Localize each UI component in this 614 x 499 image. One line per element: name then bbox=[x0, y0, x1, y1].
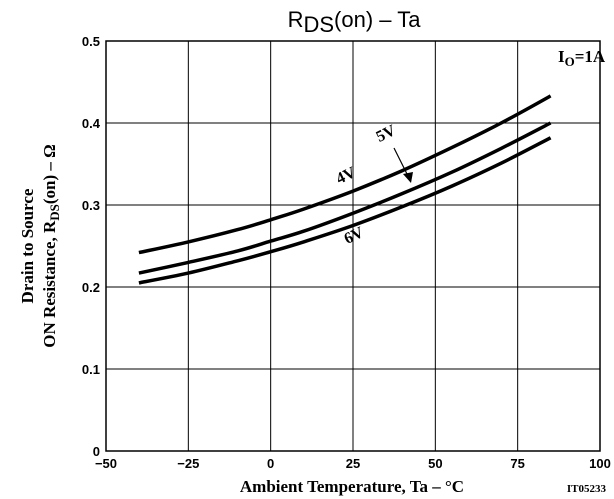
series-line-6v bbox=[138, 136, 552, 285]
series-line-5v bbox=[138, 121, 552, 275]
x-tick-label: 50 bbox=[428, 456, 442, 471]
chart-title: RDS(on) – Ta bbox=[288, 7, 422, 37]
x-tick-label: 25 bbox=[346, 456, 360, 471]
chart-title-main: R bbox=[288, 7, 304, 32]
x-axis-label: Ambient Temperature, Ta – °C bbox=[240, 477, 464, 496]
chart-title-rest: (on) – Ta bbox=[334, 7, 421, 32]
y-tick-label: 0.1 bbox=[82, 362, 100, 377]
series-lines bbox=[138, 94, 552, 285]
condition-main: I bbox=[558, 47, 565, 66]
plot-frame bbox=[105, 40, 601, 452]
series-line-4v bbox=[138, 94, 552, 255]
condition-subscript: O bbox=[565, 54, 575, 69]
y-tick-label: 0.4 bbox=[82, 116, 101, 131]
y-axis-label: Drain to Source ON Resistance, RDS(on) –… bbox=[18, 144, 62, 348]
y-tick-label: 0.2 bbox=[82, 280, 100, 295]
x-tick-label: 100 bbox=[589, 456, 611, 471]
y-axis-label-line2-subscript: DS bbox=[47, 204, 62, 221]
part-code: IT05233 bbox=[567, 483, 607, 495]
y-axis-label-line2-pre: ON Resistance, R bbox=[40, 220, 59, 348]
y-axis-label-line2: ON Resistance, RDS(on) – Ω bbox=[40, 144, 62, 348]
x-tick-label: −50 bbox=[95, 456, 117, 471]
x-tick-label: −25 bbox=[177, 456, 199, 471]
y-axis-label-line1: Drain to Source bbox=[18, 188, 37, 303]
y-tick-label: 0.3 bbox=[82, 198, 100, 213]
grid bbox=[106, 41, 600, 451]
y-axis-label-line2-post: (on) – Ω bbox=[40, 144, 59, 204]
condition-rest: =1A bbox=[575, 47, 606, 66]
y-tick-label: 0.5 bbox=[82, 34, 100, 49]
y-axis-ticks: 0 0.1 0.2 0.3 0.4 0.5 bbox=[82, 34, 101, 459]
x-axis-ticks: −50 −25 0 25 50 75 100 bbox=[95, 456, 611, 471]
x-tick-label: 0 bbox=[267, 456, 274, 471]
series-5v-pointer-line bbox=[393, 147, 409, 177]
series-label-4v: 4V bbox=[334, 164, 359, 188]
x-tick-label: 75 bbox=[510, 456, 524, 471]
y-tick-label: 0 bbox=[93, 444, 100, 459]
series-5v-pointer-arrowhead bbox=[403, 172, 413, 183]
series-label-5v: 5V bbox=[374, 122, 399, 146]
condition-label: IO=1A bbox=[558, 47, 606, 69]
chart-title-subscript: DS bbox=[303, 12, 334, 37]
